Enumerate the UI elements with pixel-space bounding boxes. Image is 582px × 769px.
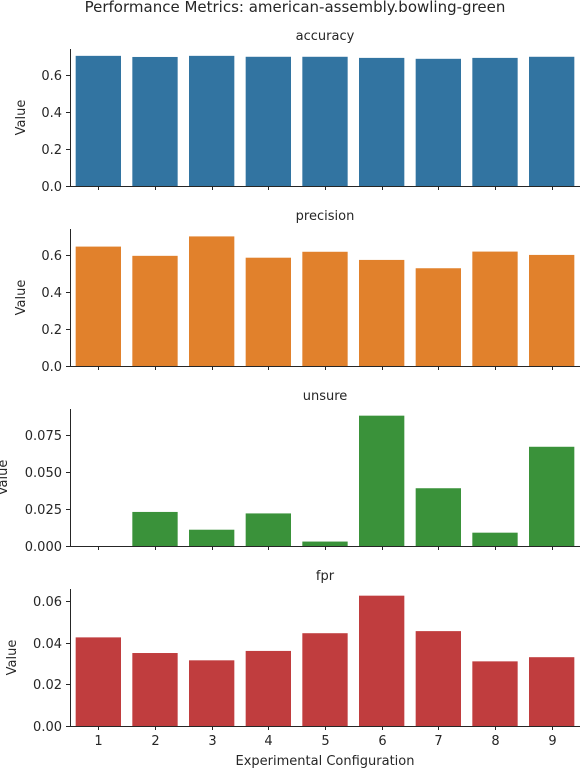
bar-3 xyxy=(189,236,235,366)
bar-4 xyxy=(245,56,291,186)
bar-2 xyxy=(132,255,178,366)
panel-title: precision xyxy=(296,209,355,224)
y-axis-label: Value xyxy=(14,280,29,316)
y-tick-label: 0.6 xyxy=(41,249,62,264)
bar-4 xyxy=(245,257,291,366)
bar-5 xyxy=(302,56,348,186)
bar-7 xyxy=(415,631,461,726)
y-tick-label: 0.06 xyxy=(33,595,62,610)
bar-3 xyxy=(189,529,235,546)
bar-3 xyxy=(189,660,235,726)
figure-title: Performance Metrics: american-assembly.b… xyxy=(85,0,506,16)
bar-1 xyxy=(75,637,121,726)
panel-title: fpr xyxy=(316,569,335,584)
y-tick-label: 0.6 xyxy=(41,69,62,84)
x-tick-label: 5 xyxy=(321,734,329,749)
bar-4 xyxy=(245,513,291,546)
panel-unsure: unsure 0.000 0.025 0.050 0.075 Value xyxy=(0,389,580,555)
bar-3 xyxy=(189,55,235,186)
bar-8 xyxy=(472,251,518,366)
bar-8 xyxy=(472,661,518,726)
y-tick-label: 0.2 xyxy=(41,143,62,158)
panel-title: unsure xyxy=(303,389,348,404)
y-tick-label: 0.00 xyxy=(33,720,62,735)
bar-5 xyxy=(302,541,348,546)
bar-9 xyxy=(529,254,575,366)
y-tick-label: 0.000 xyxy=(25,540,62,555)
bar-5 xyxy=(302,251,348,366)
y-tick-label: 0.025 xyxy=(25,503,62,518)
y-tick-label: 0.04 xyxy=(33,637,62,652)
bar-6 xyxy=(359,595,405,726)
bar-6 xyxy=(359,259,405,366)
bar-8 xyxy=(472,532,518,546)
bar-2 xyxy=(132,56,178,187)
bar-5 xyxy=(302,633,348,726)
y-tick-label: 0.0 xyxy=(41,360,62,375)
bar-1 xyxy=(75,246,121,366)
panel-title: accuracy xyxy=(296,29,355,44)
x-tick-label: 7 xyxy=(434,734,442,749)
x-tick-label: 2 xyxy=(151,734,159,749)
bar-7 xyxy=(415,58,461,187)
bar-2 xyxy=(132,653,178,726)
bar-1 xyxy=(75,55,121,186)
y-tick-label: 0.4 xyxy=(41,106,62,121)
x-tick-label: 8 xyxy=(491,734,499,749)
x-tick-label: 1 xyxy=(94,734,102,749)
y-tick-label: 0.2 xyxy=(41,323,62,338)
x-tick-label: 4 xyxy=(264,734,272,749)
y-axis-label: Value xyxy=(5,640,20,676)
bar-7 xyxy=(415,488,461,546)
panels: accuracy 0.0 0.2 0.4 0.6 Value precision 0.0 0.2… xyxy=(0,29,580,749)
x-tick-label: 9 xyxy=(548,734,556,749)
panel-accuracy: accuracy 0.0 0.2 0.4 0.6 Value xyxy=(14,29,580,195)
panel-fpr: fpr 0.00 0.02 0.04 0.06 1 2 3 4 5 6 7 8 9 Value xyxy=(5,569,580,749)
panel-precision: precision 0.0 0.2 0.4 0.6 Value xyxy=(14,209,580,375)
y-tick-label: 0.4 xyxy=(41,286,62,301)
y-tick-label: 0.075 xyxy=(25,429,62,444)
x-tick-label: 3 xyxy=(208,734,216,749)
x-tick-label: 6 xyxy=(378,734,386,749)
bar-4 xyxy=(245,650,291,726)
bar-9 xyxy=(529,446,575,546)
bar-7 xyxy=(415,268,461,366)
bar-9 xyxy=(529,56,575,186)
y-tick-label: 0.02 xyxy=(33,678,62,693)
bar-2 xyxy=(132,511,178,546)
bar-6 xyxy=(359,57,405,186)
x-axis-label: Experimental Configuration xyxy=(236,754,415,769)
y-axis-label: Value xyxy=(14,100,29,136)
bar-9 xyxy=(529,657,575,726)
y-tick-label: 0.0 xyxy=(41,180,62,195)
y-tick-label: 0.050 xyxy=(25,466,62,481)
bar-6 xyxy=(359,415,405,546)
y-axis-label: Value xyxy=(0,460,11,496)
bar-8 xyxy=(472,57,518,186)
